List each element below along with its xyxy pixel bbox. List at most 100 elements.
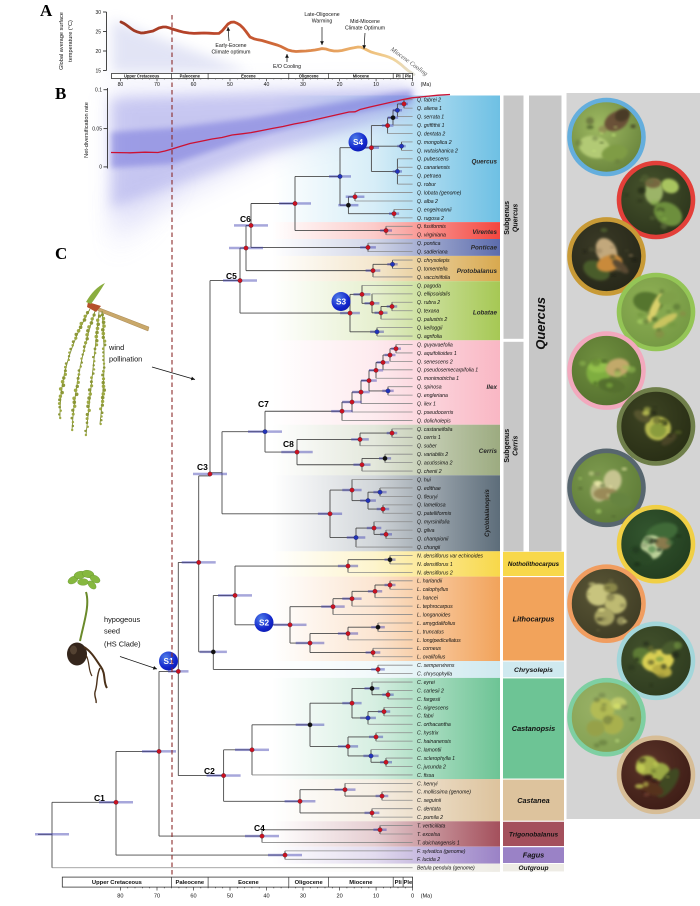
svg-text:0: 0 <box>411 894 414 900</box>
svg-text:E/O Cooling: E/O Cooling <box>273 64 301 70</box>
svg-text:40: 40 <box>264 82 270 88</box>
svg-text:(Ma): (Ma) <box>421 894 433 900</box>
svg-text:Betula pendula (genome): Betula pendula (genome) <box>417 866 475 872</box>
svg-text:Q. engleriana: Q. engleriana <box>417 393 448 399</box>
svg-text:30: 30 <box>300 894 306 900</box>
svg-text:30: 30 <box>300 82 306 88</box>
svg-text:60: 60 <box>190 894 196 900</box>
svg-text:L. hancei: L. hancei <box>417 596 439 602</box>
svg-text:T. excelsa: T. excelsa <box>417 832 440 838</box>
svg-text:N. densiflorus var echinoides: N. densiflorus var echinoides <box>417 553 483 559</box>
svg-text:C. seguinii: C. seguinii <box>417 798 442 804</box>
svg-text:Subgenus: Subgenus <box>504 201 511 235</box>
svg-text:Q. chenii 2: Q. chenii 2 <box>417 469 442 475</box>
svg-text:temperature (°C): temperature (°C) <box>68 20 74 62</box>
svg-text:Q. variabilis 2: Q. variabilis 2 <box>417 452 448 458</box>
svg-text:Ple: Ple <box>405 74 412 79</box>
svg-text:Q. rugosa 2: Q. rugosa 2 <box>417 216 444 222</box>
svg-text:Net-diversification rate: Net-diversification rate <box>84 102 90 158</box>
svg-text:Eocene: Eocene <box>238 880 259 886</box>
svg-text:Q. kelloggii: Q. kelloggii <box>417 326 443 332</box>
svg-text:20: 20 <box>337 82 343 88</box>
svg-text:Oligocene: Oligocene <box>299 74 320 79</box>
svg-text:Trigonobalanus: Trigonobalanus <box>509 831 559 838</box>
svg-text:Q. ellipsoidalis: Q. ellipsoidalis <box>417 292 451 298</box>
svg-text:Ponticae: Ponticae <box>471 245 498 252</box>
svg-text:C. sempervirens: C. sempervirens <box>417 663 455 669</box>
svg-text:Cerris: Cerris <box>479 448 498 455</box>
svg-text:Lobatae: Lobatae <box>473 309 498 316</box>
svg-text:Q. acutissima 2: Q. acutissima 2 <box>417 461 453 467</box>
svg-text:Notholithocarpus: Notholithocarpus <box>508 561 560 568</box>
svg-text:Q. serrata 1: Q. serrata 1 <box>417 115 444 121</box>
svg-text:Q. virginiana: Q. virginiana <box>417 233 446 239</box>
svg-text:Q. suber: Q. suber <box>417 444 437 450</box>
svg-text:T. verticillata: T. verticillata <box>417 824 446 830</box>
svg-text:Q. sadleriana: Q. sadleriana <box>417 250 448 256</box>
svg-text:C. hainanensis: C. hainanensis <box>417 739 451 745</box>
svg-text:C. eyrei: C. eyrei <box>417 680 436 686</box>
svg-text:L. amygdalifolius: L. amygdalifolius <box>417 621 456 627</box>
svg-text:Early-Eocene: Early-Eocene <box>215 43 246 49</box>
svg-text:Outgroup: Outgroup <box>518 865 548 872</box>
svg-text:Quercus: Quercus <box>533 297 548 350</box>
svg-text:15: 15 <box>95 68 101 74</box>
svg-text:Q. spinosa: Q. spinosa <box>417 385 442 391</box>
svg-text:Oligocene: Oligocene <box>295 880 324 886</box>
svg-text:C1: C1 <box>94 793 105 803</box>
svg-text:L. calophyllus: L. calophyllus <box>417 587 449 593</box>
svg-text:C3: C3 <box>197 462 208 472</box>
svg-text:L. longanoides: L. longanoides <box>417 613 451 619</box>
svg-text:C. fargesii: C. fargesii <box>417 697 441 703</box>
svg-text:C. dentata: C. dentata <box>417 807 441 813</box>
svg-text:C. nigrescens: C. nigrescens <box>417 705 449 711</box>
svg-text:Q. agrifolia: Q. agrifolia <box>417 334 442 340</box>
svg-text:10: 10 <box>373 894 379 900</box>
svg-text:70: 70 <box>154 82 160 88</box>
svg-text:Q. fusiformis: Q. fusiformis <box>417 224 446 230</box>
svg-text:F. lucida 2: F. lucida 2 <box>417 857 440 863</box>
svg-text:S4: S4 <box>353 138 363 147</box>
svg-text:Q. patelliformis: Q. patelliformis <box>417 511 452 517</box>
svg-text:C2: C2 <box>204 766 215 776</box>
svg-text:0: 0 <box>99 165 102 171</box>
svg-text:Q. championii: Q. championii <box>417 537 449 543</box>
svg-text:70: 70 <box>154 894 160 900</box>
svg-text:C. fabri: C. fabri <box>417 714 434 720</box>
svg-text:Castanea: Castanea <box>517 796 549 805</box>
svg-text:80: 80 <box>117 894 123 900</box>
svg-text:C. fissa: C. fissa <box>417 773 434 779</box>
svg-text:50: 50 <box>227 894 233 900</box>
svg-text:25: 25 <box>95 29 101 35</box>
svg-text:Miocene: Miocene <box>349 880 373 886</box>
svg-text:A: A <box>40 1 53 20</box>
svg-text:Chrysolepis: Chrysolepis <box>514 667 553 674</box>
svg-text:Q. lamellosa: Q. lamellosa <box>417 503 446 509</box>
svg-text:Quercus: Quercus <box>513 204 520 233</box>
svg-text:Pli: Pli <box>396 74 401 79</box>
svg-text:C. sclerophylla 1: C. sclerophylla 1 <box>417 756 455 762</box>
svg-text:Q. rubra 2: Q. rubra 2 <box>417 300 440 306</box>
svg-text:Castanopsis: Castanopsis <box>512 724 555 733</box>
svg-text:Virentes: Virentes <box>472 229 497 236</box>
svg-text:C. carlesii 2: C. carlesii 2 <box>417 688 444 694</box>
svg-text:L. truncatus: L. truncatus <box>417 629 444 635</box>
svg-text:Q. edithae: Q. edithae <box>417 486 441 492</box>
svg-text:Q. fleuryi: Q. fleuryi <box>417 494 438 500</box>
svg-text:Q. dentata 2: Q. dentata 2 <box>417 131 445 137</box>
svg-text:30: 30 <box>95 10 101 16</box>
svg-text:Q. palustris 2: Q. palustris 2 <box>417 317 447 323</box>
svg-text:C7: C7 <box>258 399 269 409</box>
svg-text:Q. myrsinifolia: Q. myrsinifolia <box>417 520 450 526</box>
svg-text:80: 80 <box>118 82 124 88</box>
svg-text:Q. lobata (genome): Q. lobata (genome) <box>417 191 462 197</box>
svg-text:Q. wutaishanica 2: Q. wutaishanica 2 <box>417 148 458 154</box>
svg-text:Q. robur: Q. robur <box>417 182 436 188</box>
svg-text:60: 60 <box>191 82 197 88</box>
svg-text:Eocene: Eocene <box>241 74 256 79</box>
svg-text:Late-Oligocene: Late-Oligocene <box>304 12 339 18</box>
svg-text:50: 50 <box>227 82 233 88</box>
svg-text:L. corneus: L. corneus <box>417 646 441 652</box>
svg-text:C. orthacantha: C. orthacantha <box>417 722 451 728</box>
svg-text:Q. pubescens: Q. pubescens <box>417 157 449 163</box>
